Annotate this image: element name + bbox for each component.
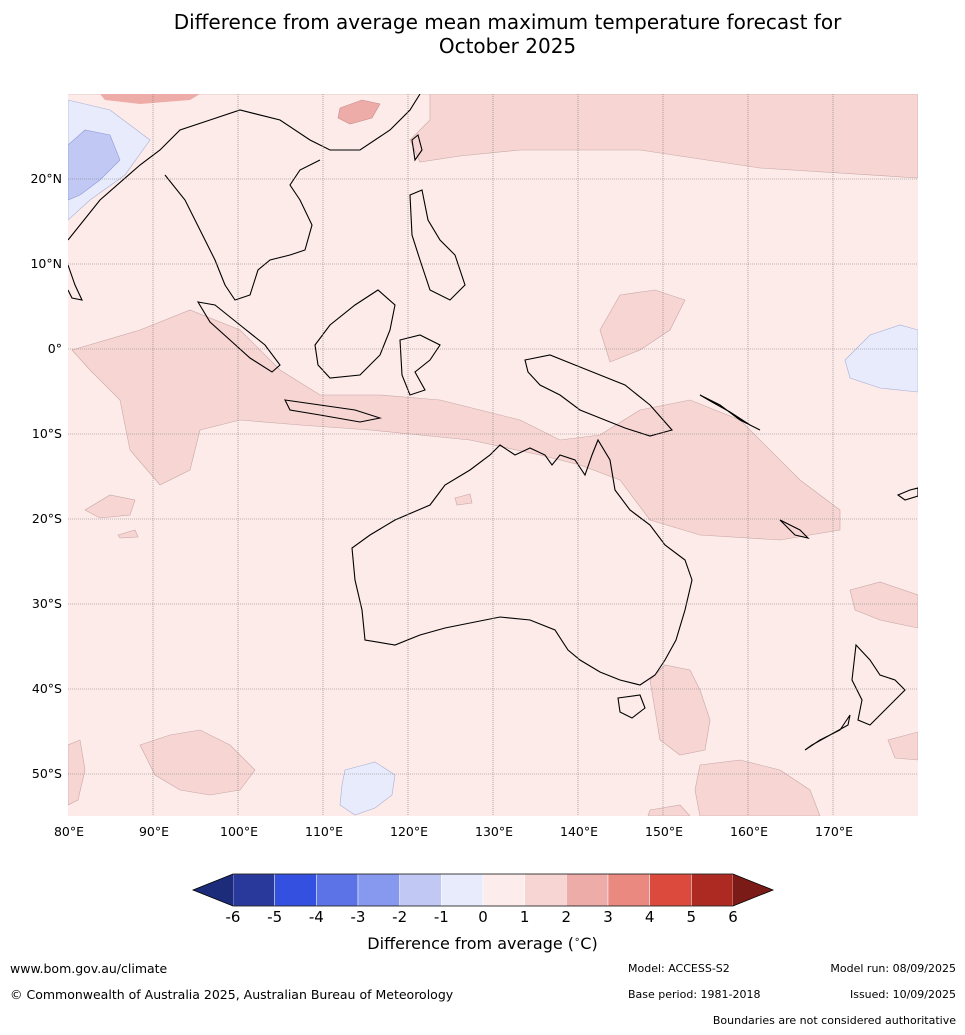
sumatra-outline <box>196 301 281 373</box>
colorbar-tick-label: -3 <box>350 908 366 926</box>
map-title-line-1: Difference from average mean maximum tem… <box>173 10 842 34</box>
new-guinea-outline <box>524 354 673 437</box>
lon-label: 170°E <box>814 824 854 839</box>
lat-label: 40°S <box>31 681 62 696</box>
lon-label: 120°E <box>389 824 429 839</box>
colorbar-tick-label: -4 <box>308 908 324 926</box>
lon-label: 80°E <box>53 824 85 839</box>
java-outline <box>284 399 383 423</box>
solomon-islands-outline <box>699 394 761 431</box>
coastlines <box>68 94 918 751</box>
taiwan-outline <box>411 134 423 162</box>
lat-label: 10°S <box>31 426 62 441</box>
new-zealand-south-outline <box>804 714 851 751</box>
model-run-text: Model run: 08/09/2025 <box>830 962 956 975</box>
asia-mainland-outline <box>68 94 421 301</box>
lon-label: 100°E <box>219 824 259 839</box>
lon-label: 140°E <box>559 824 599 839</box>
model-text: Model: ACCESS-S2 <box>628 962 730 975</box>
lat-label: 20°S <box>31 511 62 526</box>
copyright-text: © Commonwealth of Australia 2025, Austra… <box>10 987 454 1002</box>
colorbar-tick-label: 1 <box>519 908 530 926</box>
lon-label: 110°E <box>304 824 344 839</box>
disclaimer-text: Boundaries are not considered authoritat… <box>712 1014 956 1027</box>
colorbar-tick-label: -1 <box>433 908 449 926</box>
lon-label: 150°E <box>644 824 684 839</box>
colorbar-tick-label: 2 <box>561 908 572 926</box>
fiji-outline <box>896 487 918 501</box>
colorbar-title: Difference from average (∘C) <box>367 934 598 953</box>
colorbar-tick-label: 4 <box>644 908 655 926</box>
cool-strong-region <box>68 129 121 201</box>
lat-label: 30°S <box>31 596 62 611</box>
colorbar-tick-label: 3 <box>603 908 613 926</box>
website-link[interactable]: www.bom.gov.au/climate <box>10 961 168 976</box>
forecast-map <box>68 94 918 816</box>
india-outline <box>68 264 83 301</box>
colorbar-tick-label: 6 <box>728 908 738 926</box>
lat-label: 50°S <box>31 766 62 781</box>
colorbar-tick-label: 0 <box>478 908 488 926</box>
borneo-outline <box>314 289 396 379</box>
warm-strong-region <box>337 99 381 125</box>
base-period-text: Base period: 1981-2018 <box>628 988 761 1001</box>
australia-outline <box>351 438 693 686</box>
map-title-line-2: October 2025 <box>438 34 577 58</box>
philippines-outline <box>409 189 466 301</box>
colorbar-tick-label: -6 <box>225 908 241 926</box>
issued-text: Issued: 10/09/2025 <box>849 988 956 1001</box>
lat-label: 20°N <box>30 171 62 186</box>
new-caledonia-outline <box>779 519 810 539</box>
colorbar-tick-label: -2 <box>392 908 408 926</box>
colorbar-tick-label: -5 <box>267 908 283 926</box>
new-zealand-north-outline <box>851 643 906 726</box>
warm-strong-region-north <box>100 94 200 104</box>
sulawesi-outline <box>399 334 441 396</box>
graticule <box>68 94 918 816</box>
lon-label: 160°E <box>729 824 769 839</box>
lon-label: 90°E <box>138 824 170 839</box>
lon-label: 130°E <box>474 824 514 839</box>
colorbar-tick-label: 5 <box>686 908 697 926</box>
lat-label: 10°N <box>30 256 62 271</box>
tasmania-outline <box>617 694 646 719</box>
lat-label: 0° <box>47 341 62 356</box>
